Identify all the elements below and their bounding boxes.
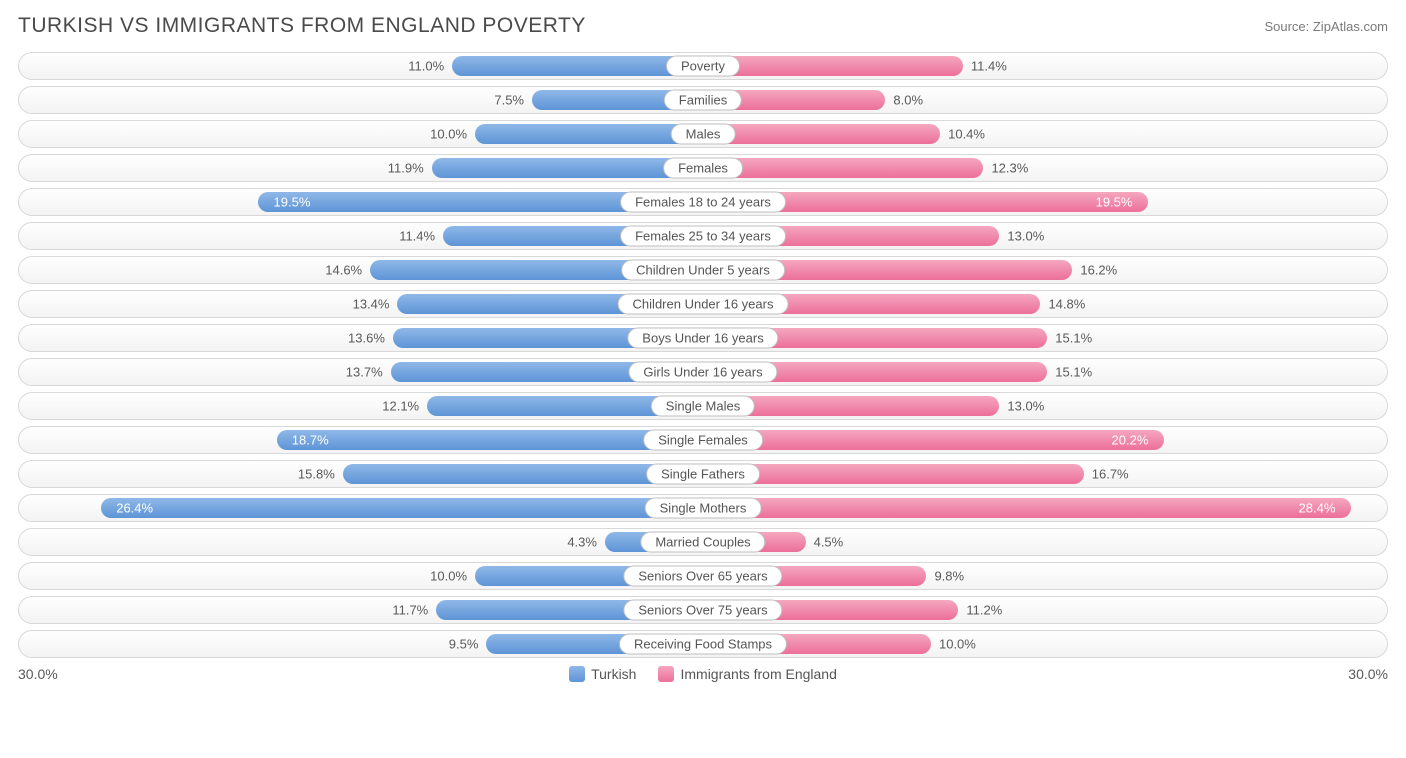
chart-row: 13.6% 15.1% Boys Under 16 years — [18, 324, 1388, 352]
row-label: Females 18 to 24 years — [620, 192, 786, 213]
value-left: 13.6% — [348, 331, 385, 346]
value-left: 11.7% — [392, 603, 428, 618]
value-left: 19.5% — [274, 195, 311, 210]
value-left: 11.0% — [408, 59, 444, 74]
value-left: 13.4% — [353, 297, 390, 312]
value-left: 10.0% — [430, 569, 467, 584]
chart-row: 14.6% 16.2% Children Under 5 years — [18, 256, 1388, 284]
row-label: Married Couples — [640, 532, 765, 553]
chart-title: TURKISH VS IMMIGRANTS FROM ENGLAND POVER… — [18, 14, 586, 38]
legend-item-left: Turkish — [569, 666, 636, 682]
value-left: 11.4% — [399, 229, 435, 244]
value-right: 10.0% — [939, 637, 976, 652]
chart-row: 10.0% 10.4% Males — [18, 120, 1388, 148]
row-label: Boys Under 16 years — [627, 328, 778, 349]
row-label: Children Under 16 years — [618, 294, 789, 315]
row-label: Receiving Food Stamps — [619, 634, 787, 655]
bar-right — [703, 430, 1164, 450]
value-left: 26.4% — [116, 501, 153, 516]
legend-label-right: Immigrants from England — [680, 666, 836, 682]
bar-left — [277, 430, 703, 450]
bar-right — [703, 464, 1084, 484]
bar-right — [703, 158, 983, 178]
axis-max-left: 30.0% — [18, 666, 58, 682]
row-label: Poverty — [666, 56, 740, 77]
legend-swatch-left — [569, 666, 585, 682]
row-label: Single Males — [651, 396, 755, 417]
bar-right — [703, 498, 1351, 518]
value-left: 10.0% — [430, 127, 467, 142]
chart-row: 11.4% 13.0% Females 25 to 34 years — [18, 222, 1388, 250]
value-right: 11.4% — [971, 59, 1007, 74]
row-label: Females — [663, 158, 743, 179]
row-label: Males — [671, 124, 736, 145]
chart-footer: 30.0% Turkish Immigrants from England 30… — [18, 666, 1388, 682]
legend: Turkish Immigrants from England — [569, 666, 837, 682]
value-left: 11.9% — [388, 161, 424, 176]
chart-row: 10.0% 9.8% Seniors Over 65 years — [18, 562, 1388, 590]
value-right: 4.5% — [814, 535, 844, 550]
value-right: 28.4% — [1299, 501, 1336, 516]
value-right: 14.8% — [1048, 297, 1085, 312]
value-left: 15.8% — [298, 467, 335, 482]
bar-right — [703, 124, 940, 144]
value-right: 19.5% — [1096, 195, 1133, 210]
chart-row: 11.0% 11.4% Poverty — [18, 52, 1388, 80]
value-right: 13.0% — [1007, 399, 1044, 414]
value-left: 13.7% — [346, 365, 383, 380]
chart-row: 7.5% 8.0% Families — [18, 86, 1388, 114]
chart-rows: 11.0%11.4%Poverty7.5%8.0%Families10.0%10… — [18, 52, 1388, 658]
chart-row: 12.1% 13.0% Single Males — [18, 392, 1388, 420]
value-right: 20.2% — [1112, 433, 1149, 448]
chart-row: 13.4% 14.8% Children Under 16 years — [18, 290, 1388, 318]
row-label: Seniors Over 65 years — [623, 566, 782, 587]
bar-left — [101, 498, 703, 518]
value-left: 4.3% — [567, 535, 597, 550]
value-left: 9.5% — [449, 637, 479, 652]
chart-row: 26.4% 28.4% Single Mothers — [18, 494, 1388, 522]
bar-left — [475, 124, 703, 144]
value-right: 12.3% — [991, 161, 1028, 176]
value-right: 16.2% — [1080, 263, 1117, 278]
row-label: Girls Under 16 years — [628, 362, 777, 383]
row-label: Seniors Over 75 years — [623, 600, 782, 621]
row-label: Families — [664, 90, 742, 111]
axis-max-right: 30.0% — [1348, 666, 1388, 682]
chart-row: 9.5% 10.0% Receiving Food Stamps — [18, 630, 1388, 658]
value-right: 11.2% — [966, 603, 1002, 618]
chart-row: 13.7% 15.1% Girls Under 16 years — [18, 358, 1388, 386]
value-right: 15.1% — [1055, 365, 1092, 380]
value-right: 15.1% — [1055, 331, 1092, 346]
row-label: Single Mothers — [645, 498, 762, 519]
value-right: 8.0% — [893, 93, 923, 108]
chart-row: 19.5% 19.5% Females 18 to 24 years — [18, 188, 1388, 216]
value-left: 18.7% — [292, 433, 329, 448]
value-right: 16.7% — [1092, 467, 1129, 482]
value-left: 14.6% — [325, 263, 362, 278]
row-label: Single Fathers — [646, 464, 760, 485]
value-right: 10.4% — [948, 127, 985, 142]
value-right: 13.0% — [1007, 229, 1044, 244]
value-left: 7.5% — [494, 93, 524, 108]
chart-row: 15.8% 16.7% Single Fathers — [18, 460, 1388, 488]
legend-swatch-right — [658, 666, 674, 682]
legend-item-right: Immigrants from England — [658, 666, 836, 682]
legend-label-left: Turkish — [591, 666, 636, 682]
chart-row: 4.3% 4.5% Married Couples — [18, 528, 1388, 556]
value-left: 12.1% — [382, 399, 419, 414]
chart-source: Source: ZipAtlas.com — [1264, 19, 1388, 34]
row-label: Single Females — [643, 430, 763, 451]
chart-header: TURKISH VS IMMIGRANTS FROM ENGLAND POVER… — [18, 14, 1388, 38]
chart-row: 18.7% 20.2% Single Females — [18, 426, 1388, 454]
row-label: Children Under 5 years — [621, 260, 785, 281]
chart-row: 11.9% 12.3% Females — [18, 154, 1388, 182]
bar-right — [703, 56, 963, 76]
chart-row: 11.7% 11.2% Seniors Over 75 years — [18, 596, 1388, 624]
row-label: Females 25 to 34 years — [620, 226, 786, 247]
value-right: 9.8% — [934, 569, 964, 584]
